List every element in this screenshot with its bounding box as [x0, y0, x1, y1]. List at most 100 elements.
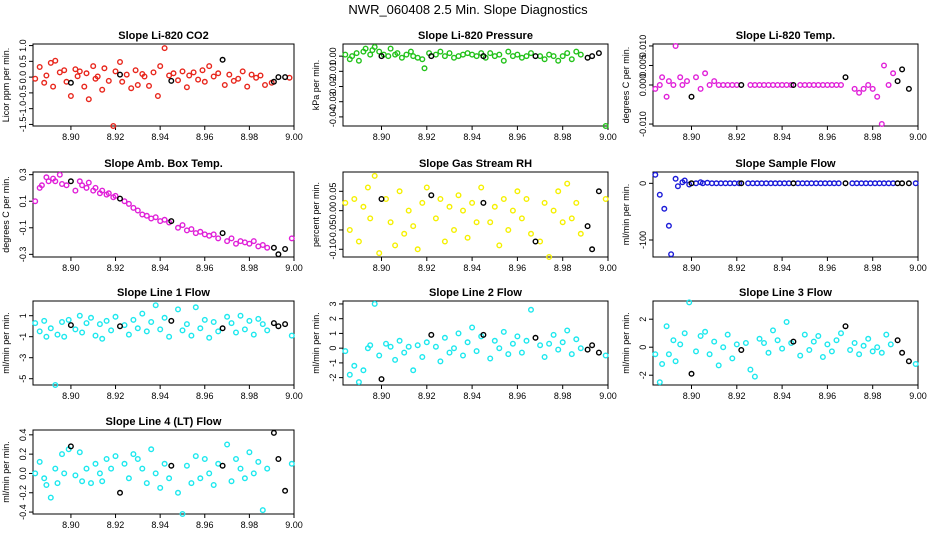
data-point [161, 314, 168, 321]
data-point [188, 480, 195, 487]
data-point [130, 204, 137, 211]
data-point [52, 465, 59, 472]
x-tick-label: 8.94 [151, 132, 169, 142]
data-point [711, 78, 718, 85]
data-point [221, 81, 228, 88]
data-point [228, 235, 235, 242]
x-tick-label: 8.90 [683, 132, 701, 142]
data-point [241, 326, 248, 333]
data-point [143, 480, 150, 487]
data-point [246, 317, 253, 324]
data-point [92, 460, 99, 467]
data-point [392, 242, 399, 249]
data-point [410, 367, 417, 374]
data-point [473, 348, 480, 355]
data-point [32, 470, 39, 477]
data-point [577, 345, 584, 352]
highlight-point [270, 244, 277, 251]
data-point [656, 379, 663, 386]
data-point [210, 73, 217, 80]
data-point [765, 349, 772, 356]
data-point [659, 361, 666, 368]
data-point [496, 242, 503, 249]
y-tick-label: -1 [328, 359, 338, 367]
data-point [103, 317, 110, 324]
data-point [61, 333, 68, 340]
data-point [210, 319, 217, 326]
data-point [509, 207, 516, 214]
highlight-point [116, 323, 123, 330]
data-point [407, 48, 414, 55]
data-point [423, 184, 430, 191]
data-point [541, 354, 548, 361]
data-point [652, 85, 659, 92]
data-point [405, 343, 412, 350]
data-point [79, 478, 86, 485]
data-point [188, 226, 195, 233]
data-point [387, 219, 394, 226]
x-tick-label: 8.98 [241, 263, 259, 273]
data-point [134, 81, 141, 88]
data-point [87, 314, 94, 321]
data-point [232, 456, 239, 463]
data-point [246, 449, 253, 456]
data-point [883, 331, 890, 338]
data-point [351, 362, 358, 369]
panel-title: Slope Line 1 Flow [117, 287, 210, 299]
y-axis-label: kPa per min. [311, 60, 321, 111]
data-point [672, 358, 679, 365]
data-point [166, 475, 173, 482]
y-tick-label: 0 [638, 181, 648, 186]
y-tick-label: -1.0 [18, 101, 28, 117]
highlight-point [67, 178, 74, 185]
data-point [405, 207, 412, 214]
data-point [835, 180, 842, 187]
data-point [559, 219, 566, 226]
data-point [874, 344, 881, 351]
data-point [367, 215, 374, 222]
panel-7: Slope Line 1 Flow ml/min per min. 8.90 8.92… [1, 287, 303, 401]
data-point [733, 341, 740, 348]
panel-title: Slope Line 3 Flow [739, 287, 832, 299]
data-point [437, 48, 444, 55]
y-axis-label: Licor ppm per min. [1, 48, 11, 123]
data-point [112, 68, 119, 75]
y-tick-label: -0.02 [328, 76, 338, 97]
data-point [232, 240, 239, 247]
x-tick-label: 8.94 [773, 391, 791, 401]
y-tick-label: -0.04 [328, 107, 338, 128]
data-point [371, 300, 378, 307]
data-point [130, 451, 137, 458]
data-point [670, 81, 677, 88]
y-tick-label: -0.03 [328, 91, 338, 112]
data-point [355, 57, 362, 64]
data-point [394, 50, 401, 57]
data-point [226, 71, 233, 78]
x-tick-label: 8.92 [107, 520, 125, 530]
data-point [815, 333, 822, 340]
data-point [201, 316, 208, 323]
data-point [869, 85, 876, 92]
data-point [376, 48, 383, 55]
data-point [81, 83, 88, 90]
data-point [770, 327, 777, 334]
data-point [528, 306, 535, 313]
data-point [367, 342, 374, 349]
data-point [677, 74, 684, 81]
data-point [47, 494, 54, 501]
y-axis-label: ml/min per min. [621, 184, 631, 246]
data-point [684, 78, 691, 85]
data-point [264, 244, 271, 251]
data-point [833, 337, 840, 344]
data-point [50, 83, 57, 90]
data-point [228, 320, 235, 327]
data-point [192, 453, 199, 460]
data-point [121, 198, 128, 205]
highlight-point [905, 85, 912, 92]
data-point [419, 56, 426, 63]
data-point [244, 83, 251, 90]
data-point [681, 330, 688, 337]
highlight-point [275, 251, 282, 258]
data-point [72, 187, 79, 194]
x-tick-label: 8.96 [509, 391, 527, 401]
